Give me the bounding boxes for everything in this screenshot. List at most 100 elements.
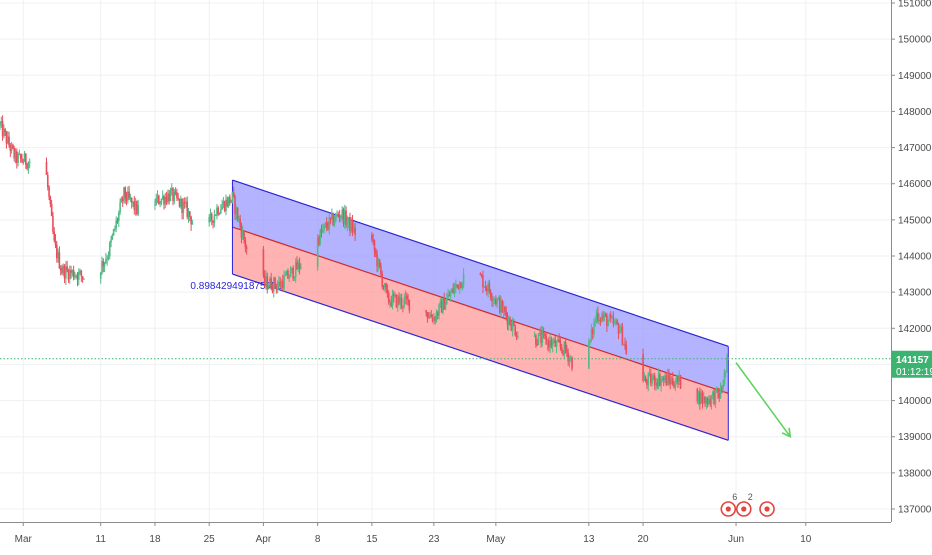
- candle-body: [213, 215, 216, 223]
- candle-body: [83, 278, 85, 280]
- channel-lower-line[interactable]: [232, 273, 729, 441]
- candle-body: [433, 317, 435, 321]
- candle-body: [723, 372, 726, 385]
- candle-body: [724, 370, 727, 373]
- candle-body: [715, 388, 718, 390]
- candle-body: [595, 312, 598, 321]
- candle-body: [382, 286, 385, 288]
- channel-upper-fill: [232, 180, 729, 394]
- candle-body: [110, 239, 112, 243]
- candle-body: [376, 253, 378, 267]
- candle-body: [591, 329, 594, 335]
- candle-body: [616, 320, 619, 325]
- candle-body: [385, 283, 387, 290]
- candle-body: [156, 195, 159, 199]
- candle-body: [276, 285, 279, 289]
- grid-layer: [0, 0, 891, 522]
- candle-body: [507, 318, 510, 325]
- time-tick-label: 10: [800, 534, 812, 545]
- candle-body: [333, 220, 336, 225]
- candle-body: [435, 312, 438, 321]
- candle-body: [167, 193, 169, 203]
- candle-body: [354, 227, 356, 235]
- candle-body: [533, 335, 536, 337]
- candle-body: [603, 314, 606, 318]
- candle-body: [351, 221, 354, 233]
- candle-body: [701, 392, 704, 403]
- candle-body: [460, 282, 462, 288]
- candle-body: [323, 224, 325, 230]
- candle-body: [562, 350, 564, 355]
- candle-body: [65, 266, 67, 279]
- candle-body: [402, 305, 404, 307]
- candle-body: [76, 275, 79, 280]
- candle-body: [714, 389, 717, 404]
- price-tick-label: 150000: [898, 35, 932, 46]
- candle-body: [461, 285, 464, 288]
- channel-upper-line[interactable]: [232, 179, 729, 347]
- time-tick-label: Apr: [256, 534, 272, 545]
- candle-body: [652, 375, 655, 380]
- candle-body: [673, 384, 675, 388]
- candle-body: [287, 270, 289, 279]
- candle-body: [427, 317, 430, 319]
- candle-body: [674, 384, 677, 388]
- candle-body: [6, 136, 9, 144]
- candle-body: [664, 375, 666, 380]
- candle-body: [17, 154, 19, 163]
- event-marker-count: 2: [748, 492, 753, 502]
- candle-body: [659, 374, 661, 386]
- candle-body: [453, 287, 456, 293]
- candle-body: [269, 278, 271, 287]
- candle-body: [502, 307, 505, 313]
- candle-body: [500, 300, 502, 313]
- candle-body: [708, 399, 710, 405]
- candle-body: [296, 262, 298, 270]
- candle-body: [103, 262, 106, 267]
- candle-body: [434, 317, 436, 321]
- candle-body: [186, 201, 189, 217]
- candle-body: [648, 373, 651, 375]
- price-tick-label: 148000: [898, 107, 932, 118]
- candle-body: [291, 267, 293, 270]
- candle-body: [67, 270, 70, 280]
- candle-body: [236, 207, 239, 220]
- projection-arrow-head[interactable]: [781, 427, 792, 439]
- candle-body: [566, 349, 568, 353]
- event-marker-dot: [764, 506, 770, 512]
- regression-channel[interactable]: 0.898429491875955: [190, 179, 729, 441]
- candle-body: [271, 289, 274, 292]
- candle-body: [235, 207, 238, 215]
- candle-body: [62, 266, 65, 274]
- candle-body: [120, 198, 123, 203]
- candle-body: [555, 341, 558, 347]
- candle-body: [486, 287, 488, 292]
- candle-body: [262, 249, 265, 276]
- channel-middle-line[interactable]: [232, 226, 729, 394]
- candle-body: [164, 196, 167, 205]
- candle-body: [288, 277, 291, 279]
- current-price-badge[interactable]: [892, 350, 932, 378]
- candle-body: [621, 326, 624, 345]
- candle-body: [400, 297, 403, 306]
- candle-body: [612, 317, 615, 324]
- candle-body: [548, 340, 550, 348]
- candle-body: [449, 292, 452, 297]
- projection-arrow-shaft[interactable]: [735, 362, 791, 438]
- candle-body: [265, 276, 267, 284]
- candle-body: [58, 252, 61, 269]
- candle-body: [394, 294, 396, 297]
- candle-body: [537, 333, 540, 345]
- candle-body: [671, 378, 674, 385]
- candle-body: [571, 357, 573, 369]
- candle-body: [57, 252, 59, 259]
- candle-body: [602, 316, 604, 318]
- candle-body: [597, 312, 599, 322]
- candle-body: [557, 339, 559, 342]
- candle-body: [559, 342, 562, 347]
- candle-body: [496, 299, 498, 304]
- candle-body: [569, 357, 572, 359]
- time-tick-label: Mar: [15, 534, 33, 545]
